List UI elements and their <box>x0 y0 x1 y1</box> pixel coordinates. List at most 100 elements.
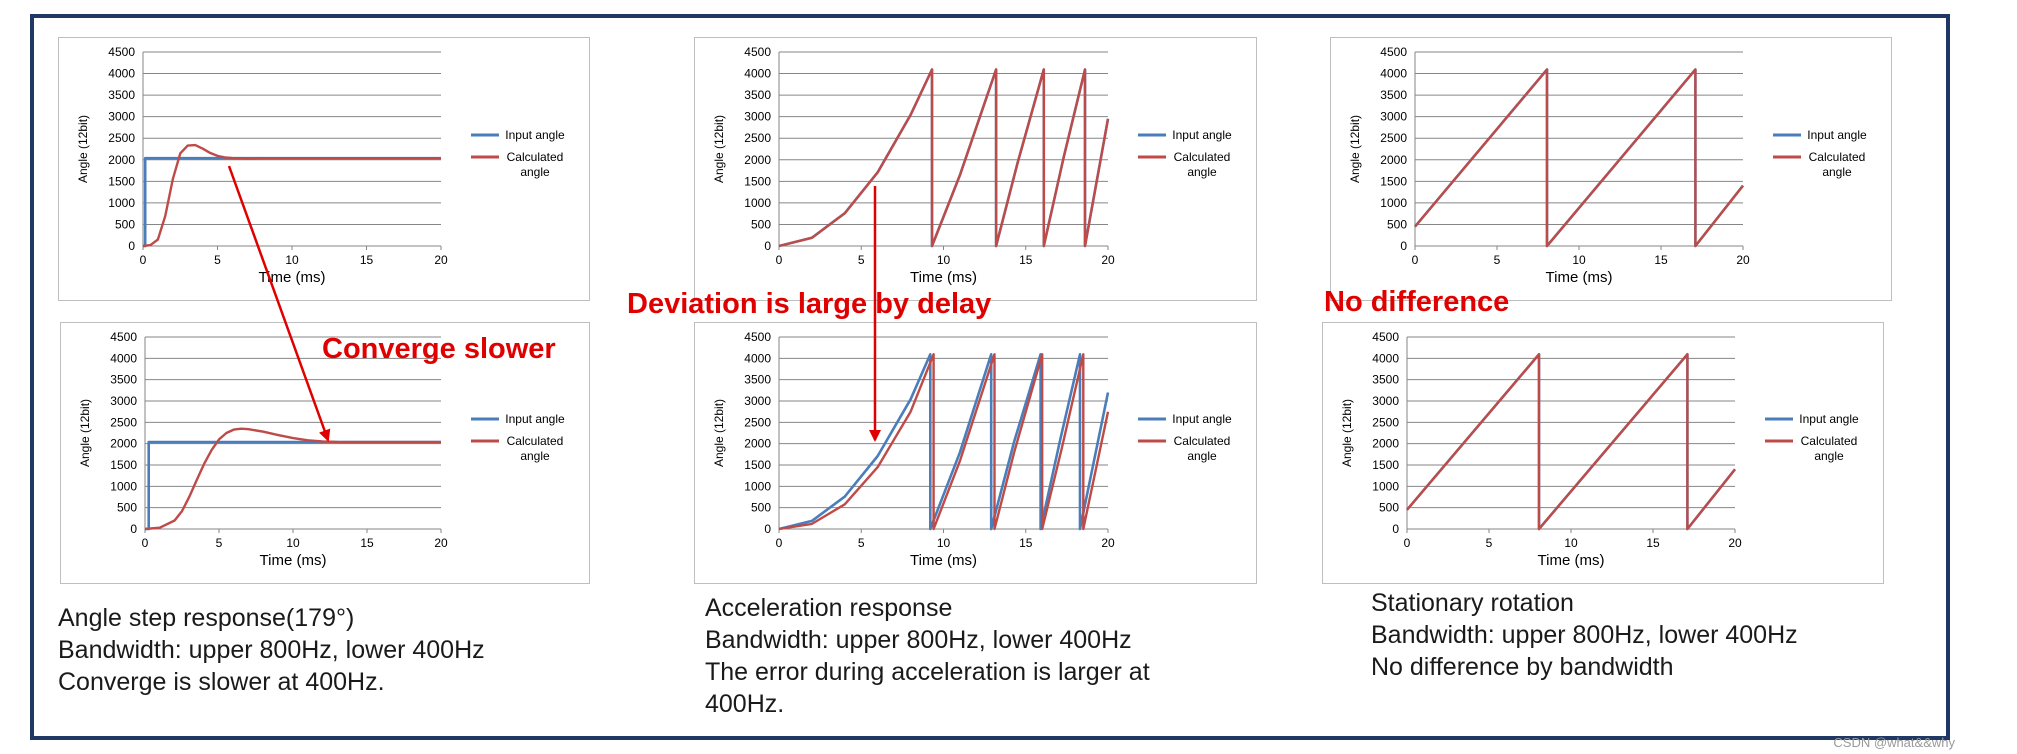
y-tick-label: 0 <box>1392 522 1399 536</box>
legend-label: Input angle <box>1807 128 1867 142</box>
legend-label: Calculated angle <box>507 150 564 179</box>
y-tick-label: 0 <box>764 522 771 536</box>
watermark: CSDN @what&&why <box>1833 735 1955 750</box>
y-tick-label: 1000 <box>744 196 771 210</box>
y-tick-label: 2500 <box>744 415 771 429</box>
caption-step-line-3: Converge is slower at 400Hz. <box>58 668 385 696</box>
x-tick-label: 20 <box>1101 253 1115 267</box>
y-axis-label: Angle (12bit) <box>1340 399 1354 467</box>
series-line-input-angle <box>1414 68 1745 248</box>
y-tick-label: 4500 <box>744 330 771 344</box>
x-tick-label: 20 <box>1736 253 1750 267</box>
y-axis-label: Angle (12bit) <box>712 115 726 183</box>
x-tick-label: 10 <box>285 253 299 267</box>
series-line-input-angle <box>778 352 1110 531</box>
x-tick-label: 10 <box>1572 253 1586 267</box>
x-tick-label: 15 <box>1019 536 1033 550</box>
y-tick-label: 2000 <box>744 153 771 167</box>
legend-label: Input angle <box>505 128 565 142</box>
caption-step-line-1: Angle step response(179°) <box>58 604 355 632</box>
y-tick-label: 4500 <box>744 45 771 59</box>
x-axis-label: Time (ms) <box>1546 269 1613 286</box>
y-tick-label: 4000 <box>108 67 135 81</box>
y-tick-label: 3500 <box>744 88 771 102</box>
y-tick-label: 2000 <box>1380 153 1407 167</box>
y-tick-label: 1000 <box>110 479 137 493</box>
x-tick-label: 20 <box>1728 536 1742 550</box>
x-tick-label: 20 <box>434 536 448 550</box>
y-axis-label: Angle (12bit) <box>712 399 726 467</box>
legend-label: Input angle <box>1799 412 1859 426</box>
y-tick-label: 2500 <box>108 131 135 145</box>
y-tick-label: 3000 <box>1380 110 1407 124</box>
y-tick-label: 2500 <box>1372 415 1399 429</box>
caption-step-line-2: Bandwidth: upper 800Hz, lower 400Hz <box>58 636 485 664</box>
y-axis-label: Angle (12bit) <box>76 115 90 183</box>
x-axis-label: Time (ms) <box>1538 552 1605 569</box>
y-tick-label: 1000 <box>744 479 771 493</box>
legend-label: Calculated angle <box>1801 434 1858 463</box>
y-tick-label: 1000 <box>1372 479 1399 493</box>
series-line-input-angle <box>143 156 441 248</box>
y-tick-label: 2000 <box>744 437 771 451</box>
x-tick-label: 0 <box>142 536 149 550</box>
legend-label: Input angle <box>1172 412 1232 426</box>
y-tick-label: 500 <box>751 501 771 515</box>
y-tick-label: 1500 <box>108 174 135 188</box>
chart-step-800: 0 500 1000 1500 2000 2500 3000 3500 4000 4500 0 5 10… <box>76 45 565 286</box>
y-tick-label: 2500 <box>1380 131 1407 145</box>
caption-acceleration: Acceleration response Bandwidth: upper 8… <box>705 592 1150 720</box>
y-tick-label: 3500 <box>110 373 137 387</box>
y-tick-label: 1500 <box>1380 174 1407 188</box>
x-tick-label: 0 <box>1412 253 1419 267</box>
chart-panel-rotation-800: 0 500 1000 1500 2000 2500 3000 3500 4000 4500 0 5 10… <box>1330 37 1892 301</box>
y-tick-label: 1500 <box>744 174 771 188</box>
x-tick-label: 5 <box>216 536 223 550</box>
chart-panel-accel-800: 0 500 1000 1500 2000 2500 3000 3500 4000 4500 0 5 10… <box>694 37 1257 301</box>
series-line-input-angle <box>145 440 441 531</box>
series-line-input-angle <box>1406 352 1737 531</box>
y-tick-label: 500 <box>117 501 137 515</box>
y-tick-label: 0 <box>128 239 135 253</box>
y-tick-label: 3500 <box>744 373 771 387</box>
legend-label: Calculated angle <box>1174 150 1231 179</box>
y-tick-label: 4000 <box>110 351 137 365</box>
x-tick-label: 5 <box>214 253 221 267</box>
x-tick-label: 15 <box>1646 536 1660 550</box>
caption-rotation-line-1: Stationary rotation <box>1371 589 1574 617</box>
x-tick-label: 10 <box>937 536 951 550</box>
y-tick-label: 4000 <box>744 351 771 365</box>
x-tick-label: 15 <box>1654 253 1668 267</box>
y-tick-label: 3000 <box>1372 394 1399 408</box>
x-tick-label: 5 <box>858 536 865 550</box>
y-tick-label: 4000 <box>1380 67 1407 81</box>
y-tick-label: 2000 <box>108 153 135 167</box>
x-tick-label: 5 <box>1494 253 1501 267</box>
x-axis-label: Time (ms) <box>910 552 977 569</box>
y-tick-label: 1500 <box>1372 458 1399 472</box>
y-tick-label: 3500 <box>1380 88 1407 102</box>
y-tick-label: 1500 <box>744 458 771 472</box>
y-tick-label: 4500 <box>110 330 137 344</box>
x-tick-label: 10 <box>286 536 300 550</box>
x-tick-label: 0 <box>776 253 783 267</box>
x-tick-label: 0 <box>776 536 783 550</box>
series-line-calculated-angle <box>778 68 1110 248</box>
chart-panel-accel-400: 0 500 1000 1500 2000 2500 3000 3500 4000 4500 0 5 10… <box>694 322 1257 584</box>
chart-panel-step-800: 0 500 1000 1500 2000 2500 3000 3500 4000 4500 0 5 10… <box>58 37 590 301</box>
x-axis-label: Time (ms) <box>259 269 326 286</box>
legend-label: Input angle <box>1172 128 1232 142</box>
x-tick-label: 15 <box>360 253 374 267</box>
y-tick-label: 0 <box>1400 239 1407 253</box>
x-tick-label: 5 <box>858 253 865 267</box>
slide-frame <box>30 14 1950 740</box>
y-tick-label: 4500 <box>1380 45 1407 59</box>
series-line-calculated-angle <box>1406 353 1736 531</box>
y-tick-label: 3000 <box>108 110 135 124</box>
chart-step-400: 0 500 1000 1500 2000 2500 3000 3500 4000 4500 0 5 10… <box>78 330 565 569</box>
y-tick-label: 500 <box>115 217 135 231</box>
series-line-calculated-angle <box>778 353 1110 531</box>
y-tick-label: 4500 <box>108 45 135 59</box>
caption-rotation-line-2: Bandwidth: upper 800Hz, lower 400Hz <box>1371 621 1798 649</box>
series-line-calculated-angle <box>142 143 441 248</box>
